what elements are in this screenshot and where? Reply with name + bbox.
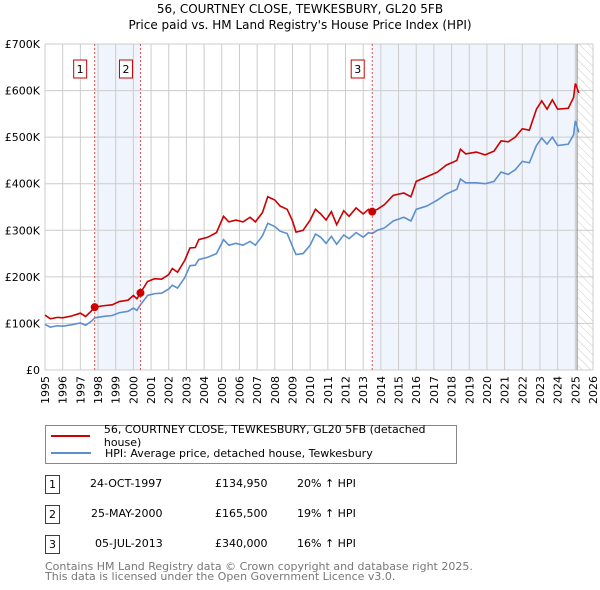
- marker-badge: 2: [45, 505, 60, 524]
- hpi-line: [44, 120, 580, 328]
- x-tick-label: 2021: [499, 376, 512, 404]
- transaction-row: 2 25-MAY-2000 £165,500 19% ↑ HPI: [45, 505, 465, 524]
- price: £134,950: [215, 477, 268, 490]
- x-tick-label: 2000: [127, 376, 140, 404]
- footer-licence: This data is licensed under the Open Gov…: [45, 570, 396, 583]
- price-paid-line: [44, 83, 580, 320]
- hpi-diff: 20% ↑ HPI: [297, 477, 356, 490]
- x-tick-label: 2022: [516, 376, 529, 404]
- transaction-row: 3 05-JUL-2013 £340,000 16% ↑ HPI: [45, 535, 465, 554]
- x-tick-label: 2023: [534, 376, 547, 404]
- x-tick-label: 2020: [481, 376, 494, 404]
- sale-badge: [73, 59, 88, 79]
- y-tick-label: £100K: [5, 317, 41, 330]
- chart-subtitle: Price paid vs. HM Land Registry's House …: [128, 18, 471, 32]
- x-tick-label: 1997: [74, 376, 87, 404]
- x-tick-label: 1999: [110, 376, 123, 404]
- shaded-region: [94, 44, 141, 370]
- sale-badge: [118, 59, 133, 79]
- y-tick-label: £200K: [5, 271, 41, 284]
- legend-label: HPI: Average price, detached house, Tewk…: [105, 446, 373, 460]
- sale-badge: [350, 59, 365, 79]
- sale-point: [368, 207, 377, 216]
- x-tick-label: 2006: [233, 376, 246, 404]
- sale-point: [90, 303, 99, 312]
- date: 24-OCT-1997: [90, 477, 163, 490]
- sale-badge-label: 1: [77, 63, 84, 76]
- legend-label: 56, COURTNEY CLOSE, TEWKESBURY, GL20 5FB…: [103, 423, 426, 449]
- footer: Contains HM Land Registry data © Crown c…: [45, 560, 473, 583]
- marker-badge: 3: [45, 535, 60, 554]
- price: £165,500: [215, 507, 268, 520]
- y-tick-label: £500K: [5, 131, 41, 144]
- x-tick-label: 1998: [92, 376, 105, 404]
- legend-swatch-red: [51, 435, 90, 437]
- y-tick-label: £600K: [5, 85, 41, 98]
- x-tick-label: 2018: [446, 376, 459, 404]
- hpi-diff: 16% ↑ HPI: [297, 537, 356, 550]
- y-tick-label: £300K: [5, 224, 41, 237]
- x-tick-label: 2024: [552, 376, 565, 404]
- sale-point: [136, 288, 145, 297]
- forecast-hatch: [577, 44, 593, 370]
- x-tick-label: 2001: [145, 376, 158, 404]
- x-tick-label: 2009: [286, 376, 299, 404]
- legend-item-property: 56, COURTNEY CLOSE, TEWKESBURY, GL20 5FB…: [46, 423, 456, 449]
- price: £340,000: [215, 537, 268, 550]
- x-tick-label: 2007: [251, 376, 264, 404]
- legend: 56, COURTNEY CLOSE, TEWKESBURY, GL20 5FB…: [45, 423, 457, 464]
- x-tick-label: 2016: [410, 376, 423, 404]
- date: 05-JUL-2013: [95, 537, 163, 550]
- y-tick-label: £700K: [5, 38, 41, 51]
- x-tick-label: 2013: [357, 376, 370, 404]
- x-tick-label: 2008: [269, 376, 282, 404]
- x-tick-label: 2015: [393, 376, 406, 404]
- x-tick-label: 2005: [216, 376, 229, 404]
- x-tick-label: 2011: [322, 376, 335, 404]
- sale-badge-label: 2: [122, 63, 129, 76]
- x-tick-label: 2026: [587, 376, 600, 404]
- date: 25-MAY-2000: [91, 507, 163, 520]
- legend-item-hpi: HPI: Average price, detached house, Tewk…: [46, 445, 373, 461]
- sale-badge-label: 3: [354, 63, 361, 76]
- x-tick-label: 2012: [340, 376, 353, 404]
- transaction-row: 1 24-OCT-1997 £134,950 20% ↑ HPI: [45, 475, 465, 494]
- x-tick-label: 1995: [39, 376, 52, 404]
- x-tick-label: 2017: [428, 376, 441, 404]
- x-tick-label: 2004: [198, 376, 211, 404]
- x-tick-label: 2025: [569, 376, 582, 404]
- shaded-region: [372, 44, 578, 370]
- price-chart: 56, COURTNEY CLOSE, TEWKESBURY, GL20 5FB…: [5, 2, 600, 404]
- y-tick-label: £0: [26, 364, 40, 377]
- x-tick-label: 2019: [463, 376, 476, 404]
- x-tick-label: 2010: [304, 376, 317, 404]
- hpi-diff: 19% ↑ HPI: [297, 507, 356, 520]
- legend-swatch-blue: [51, 452, 91, 454]
- footer-copyright: Contains HM Land Registry data © Crown c…: [45, 560, 473, 573]
- chart-title: 56, COURTNEY CLOSE, TEWKESBURY, GL20 5FB: [157, 2, 443, 16]
- marker-badge: 1: [45, 475, 60, 494]
- x-tick-label: 1996: [57, 376, 70, 404]
- x-tick-label: 2014: [375, 376, 388, 404]
- x-tick-label: 2002: [163, 376, 176, 404]
- y-tick-label: £400K: [5, 178, 41, 191]
- x-tick-label: 2003: [180, 376, 193, 404]
